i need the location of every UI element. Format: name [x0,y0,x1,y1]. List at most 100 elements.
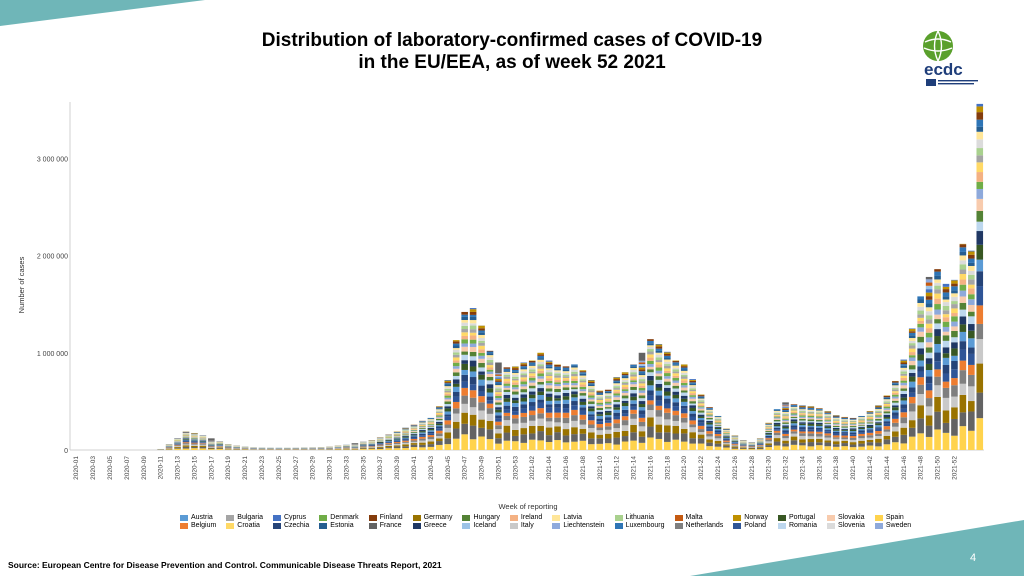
bar-segment [621,390,629,393]
bar-segment [782,426,789,429]
bar-segment [613,401,620,405]
bar-segment [427,422,435,424]
bar-segment [689,443,696,450]
bar-segment [782,428,789,431]
bar-segment [419,447,426,450]
bar-segment [799,423,806,426]
bar-segment [520,401,528,405]
bar-segment [410,447,418,450]
bar-segment [765,432,772,434]
bar-segment [799,409,806,410]
legend-swatch [874,515,883,521]
bar-segment [410,431,418,433]
bar-segment [452,341,460,344]
bar-segment [841,424,848,426]
bar-segment [528,394,536,399]
legend-item: Latvia [552,514,604,522]
bar-segment [452,396,460,402]
bar-segment [824,413,832,415]
bar-segment [925,282,933,286]
bar-segment [512,400,519,404]
bar-segment [782,446,789,450]
bar-segment [621,380,629,382]
bar-segment [545,366,553,369]
bar-segment [588,386,595,388]
bar-segment [925,289,933,293]
bar-segment [638,436,646,443]
bar-segment [571,385,578,388]
bar-segment [545,385,553,389]
bar-segment [419,426,426,428]
bar-segment [858,421,865,423]
bar-segment [655,395,663,401]
bar-segment [402,435,409,436]
bar-segment [799,431,806,434]
bar-segment [537,384,544,389]
bar-segment [419,429,426,431]
bar-segment [402,436,409,438]
bar-segment [562,408,570,413]
bar-segment [621,376,629,379]
bar-segment [512,384,519,388]
bar-segment [908,396,916,404]
bar-segment [554,398,561,401]
bar-segment [452,366,460,369]
bar-segment [444,383,452,385]
bar-segment [410,428,418,430]
bar-segment [714,424,722,426]
bar-segment [520,394,528,398]
bar-segment [495,378,502,381]
bar-segment [368,448,376,450]
bar-segment [816,422,823,425]
bar-segment [959,349,967,361]
bar-segment [537,373,544,377]
bar-segment [579,382,587,385]
bar-segment [604,415,612,418]
bar-segment [883,397,891,400]
bar-segment [444,387,452,389]
bar-segment [849,439,857,443]
bar-segment [672,369,680,372]
bar-segment [849,426,857,428]
bar-segment [579,372,587,374]
x-tick-label: 2020-21 [242,456,249,480]
bar-segment [520,369,528,372]
bar-segment [604,438,612,444]
bar-segment [892,396,899,399]
bar-segment [951,280,958,284]
x-tick-label: 2020-03 [90,456,97,480]
bar-segment [191,448,198,450]
bar-segment [545,427,553,436]
bar-segment [832,425,840,427]
bar-segment [528,388,536,392]
bar-segment [858,418,865,420]
bar-segment [621,378,629,381]
bar-segment [596,438,604,444]
bar-segment [461,434,468,450]
bar-segment [706,426,713,429]
bar-segment [765,439,772,442]
bar-segment [444,444,452,450]
bar-segment [824,442,832,447]
bar-segment [579,384,587,387]
bar-segment [959,264,967,270]
bar-segment [461,423,468,435]
bar-segment [892,392,899,395]
bar-segment [562,429,570,436]
bar-segment [621,392,629,396]
bar-segment [647,380,654,386]
bar-segment [672,402,680,407]
bar-segment [444,404,452,407]
bar-segment [520,416,528,423]
legend-item: Spain [874,514,911,522]
bar-segment [419,427,426,429]
bar-segment [647,351,654,355]
bar-segment [419,430,426,432]
bar-segment [613,444,620,450]
bar-segment [385,447,392,449]
legend-label: Ireland [520,514,543,521]
page-number: 4 [970,552,977,564]
bar-segment [858,419,865,421]
bar-segment [934,376,941,386]
bar-segment [512,387,519,390]
